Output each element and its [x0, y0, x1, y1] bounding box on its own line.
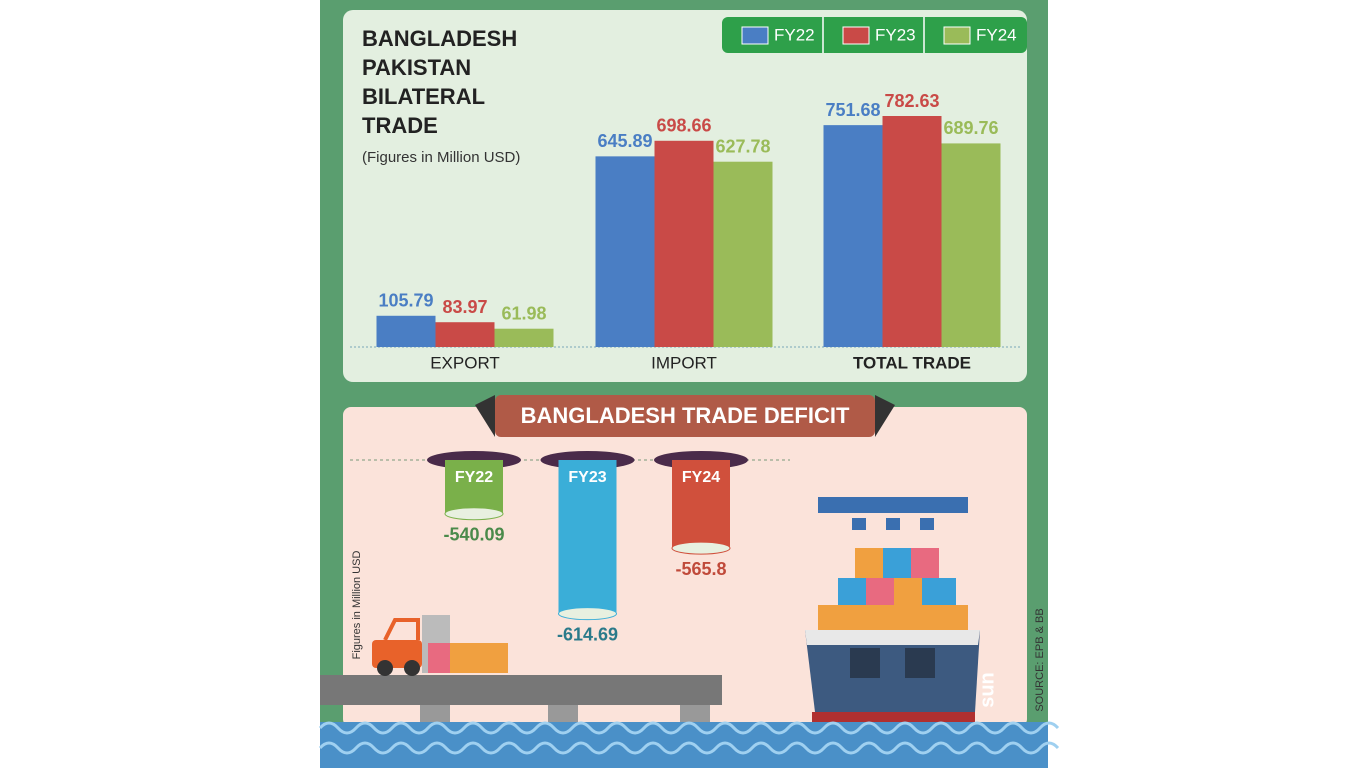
value-label: 689.76: [943, 118, 998, 138]
decoration: [428, 643, 450, 673]
bar: [654, 140, 714, 347]
decoration: [855, 548, 883, 578]
source: SOURCE: EPB & BB: [1034, 608, 1046, 711]
cylinder-end: [558, 607, 617, 621]
decoration: [852, 518, 866, 530]
decoration: [420, 705, 450, 725]
x-tick-label: IMPORT: [651, 353, 717, 372]
title-holder: BANGLADESH PAKISTAN BILATERAL TRADE: [362, 26, 518, 138]
decoration: [818, 497, 968, 513]
legend-swatch: [943, 26, 971, 45]
bar: [435, 322, 495, 347]
decoration: [548, 705, 578, 725]
decoration: [805, 630, 980, 645]
category-label: FY22: [455, 469, 493, 486]
bar: [713, 161, 773, 347]
decoration: [450, 643, 508, 673]
decoration: [318, 741, 1060, 755]
category-label: FY24: [682, 469, 720, 486]
dock: [320, 615, 722, 725]
bar: [494, 328, 554, 347]
ship-logo: sun: [976, 672, 998, 708]
legend-label: FY22: [774, 25, 815, 44]
chart-title: BANGLADESH PAKISTAN BILATERAL TRADE: [362, 26, 518, 138]
decoration: [850, 648, 880, 678]
value-label: 627.78: [715, 136, 770, 156]
decoration: [318, 721, 1060, 735]
banner-tab: [875, 395, 895, 437]
decoration: [838, 578, 866, 605]
legend-swatch: [842, 26, 870, 45]
bar: [823, 125, 883, 347]
decoration: [894, 578, 922, 605]
banner-tab: [475, 395, 495, 437]
value-label: 782.63: [884, 91, 939, 111]
decoration: [922, 578, 956, 605]
decoration: [680, 705, 710, 725]
decoration: [886, 518, 900, 530]
value-label: -540.09: [443, 524, 504, 544]
decoration: [404, 660, 420, 676]
decoration: [866, 578, 894, 605]
cylinder: [445, 460, 503, 514]
bar: [882, 116, 942, 347]
category-label: FY23: [568, 469, 606, 486]
value-label: 83.97: [442, 297, 487, 317]
cylinder-end: [444, 507, 504, 521]
decoration: [818, 605, 968, 630]
water: [318, 721, 1060, 768]
decoration: [905, 648, 935, 678]
legend-label: FY24: [976, 25, 1017, 44]
legend-label: FY23: [875, 25, 916, 44]
x-tick-label: EXPORT: [430, 353, 500, 372]
cylinder: [672, 460, 730, 549]
bar: [941, 143, 1001, 347]
legend-swatch: [741, 26, 769, 45]
decoration: [920, 518, 934, 530]
value-label: 751.68: [825, 100, 880, 120]
decoration: [320, 675, 722, 705]
value-label: 61.98: [501, 303, 546, 323]
cylinder-end: [671, 541, 731, 555]
deficit-title: BANGLADESH TRADE DEFICIT: [521, 403, 850, 428]
value-label: 105.79: [378, 291, 433, 311]
value-label: -614.69: [557, 624, 618, 644]
decoration: [883, 548, 911, 578]
y-axis-label: Figures in Million USD: [351, 551, 363, 660]
cylinder: [558, 460, 617, 614]
value-label: -565.8: [675, 559, 726, 579]
decoration: [805, 630, 980, 712]
chart-subtitle: (Figures in Million USD): [362, 149, 520, 166]
value-label: 698.66: [656, 116, 711, 136]
bar: [376, 315, 436, 347]
bar: [595, 156, 655, 347]
value-label: 645.89: [597, 131, 652, 151]
decoration: [911, 548, 939, 578]
banner: [495, 395, 875, 437]
x-tick-label: TOTAL TRADE: [853, 353, 971, 372]
decoration: [383, 618, 420, 641]
decoration: [377, 660, 393, 676]
